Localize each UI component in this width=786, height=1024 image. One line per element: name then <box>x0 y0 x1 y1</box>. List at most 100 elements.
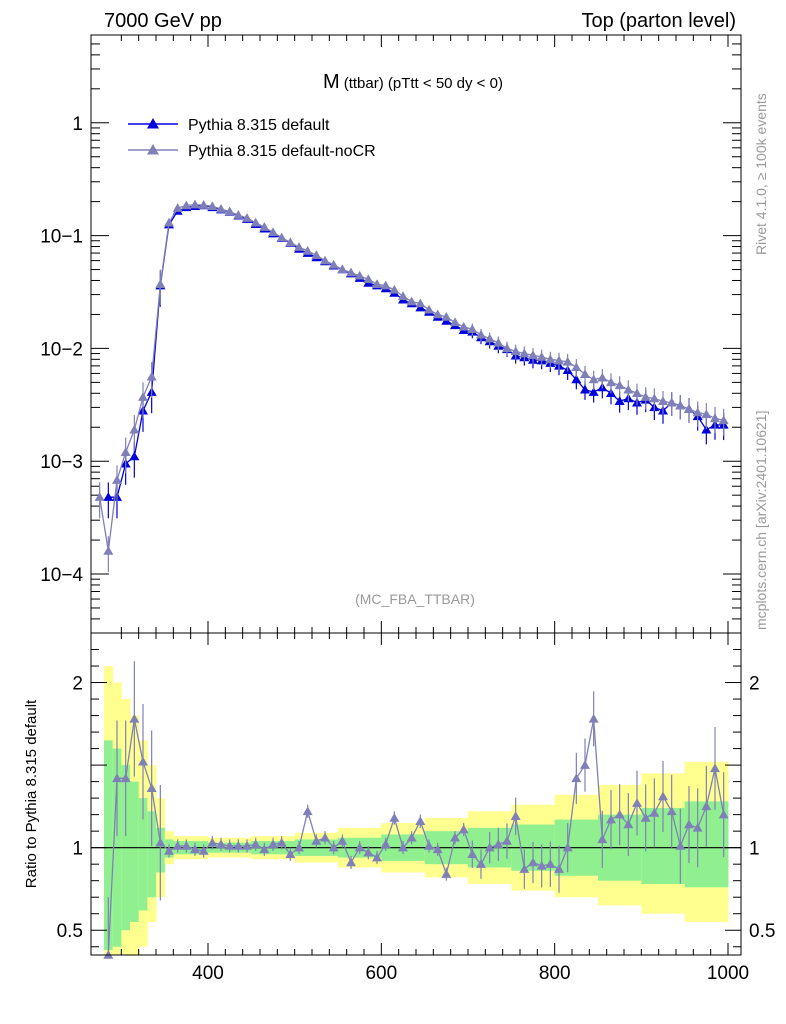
data-point <box>614 396 625 406</box>
data-point <box>484 333 495 343</box>
data-point <box>692 407 703 417</box>
green-band <box>138 798 148 911</box>
data-point <box>129 451 140 461</box>
data-point <box>415 298 426 308</box>
data-point <box>242 213 252 222</box>
data-point <box>562 356 573 366</box>
y-tick-label: 0.5 <box>57 921 83 942</box>
ratio-point <box>268 839 278 849</box>
ratio-panel: 400 600 800 1000 2 2 1 1 0.5 0.5 Ratio to Pythia … <box>23 632 775 984</box>
ratio-point <box>710 763 720 773</box>
ratio-ylabel: Ratio to Pythia 8.315 default <box>23 699 40 888</box>
data-point <box>294 242 304 251</box>
data-point <box>424 304 434 314</box>
green-band <box>130 781 140 922</box>
ratio-series-0 <box>103 661 729 959</box>
data-point <box>103 492 114 501</box>
ratio-point <box>424 841 434 850</box>
y-tick-label-right: 0.5 <box>749 921 775 942</box>
ratio-point <box>398 842 408 852</box>
ratio-point <box>190 844 200 854</box>
legend: Pythia 8.315 default Pythia 8.315 default… <box>128 117 376 160</box>
data-point <box>207 201 218 211</box>
data-point <box>666 397 677 407</box>
data-point <box>710 413 720 423</box>
ratio-series <box>103 661 729 959</box>
ratio-point <box>493 839 504 849</box>
ratio-point <box>588 713 599 723</box>
header-right: Top (parton level) <box>581 10 736 32</box>
data-point <box>346 267 356 277</box>
main-axes: 1 10−1 10−2 10−3 10−4 <box>40 34 741 634</box>
ratio-point <box>692 822 703 832</box>
data-point <box>103 545 114 555</box>
data-point <box>354 270 365 280</box>
data-point <box>476 329 486 339</box>
ratio-point <box>441 869 452 878</box>
ratio-point <box>510 811 521 821</box>
ratio-point <box>580 760 590 769</box>
ratio-point <box>484 842 495 852</box>
data-point <box>363 274 374 284</box>
data-point <box>233 210 244 219</box>
legend-marker <box>147 144 159 155</box>
ratio-point <box>155 837 166 847</box>
data-point <box>311 250 322 259</box>
ratio-point <box>701 801 712 811</box>
main-title: M (ttbar) (pTtt < 50 dy < 0) <box>323 71 503 93</box>
series-line <box>99 204 724 552</box>
ratio-point <box>337 836 348 845</box>
ratio-point <box>450 832 460 842</box>
ratio-point <box>718 809 729 819</box>
ratio-point <box>502 836 512 845</box>
ratio-point <box>389 812 400 822</box>
data-point <box>259 222 270 231</box>
ratio-point <box>372 852 382 862</box>
ratio-point <box>250 839 261 849</box>
ratio-point <box>216 839 226 849</box>
main-title-sub: (ttbar) (pTtt < 50 dy < 0) <box>344 75 503 92</box>
data-point <box>640 392 651 401</box>
data-point <box>510 346 521 356</box>
green-band <box>147 811 157 898</box>
data-point <box>372 279 382 289</box>
y-tick-label: 10−1 <box>40 227 83 248</box>
y-tick-label: 2 <box>72 674 83 695</box>
ratio-point <box>554 864 564 873</box>
data-point <box>536 351 547 361</box>
ratio-point <box>242 841 252 850</box>
data-point <box>675 400 686 410</box>
data-point <box>632 388 642 398</box>
ratio-point <box>597 834 608 844</box>
data-point <box>588 387 599 396</box>
ratio-point <box>467 849 478 859</box>
ratio-frame <box>90 632 742 956</box>
data-point <box>450 317 460 327</box>
ratio-point <box>138 756 148 766</box>
ratio-point <box>571 773 582 783</box>
data-point <box>623 384 634 394</box>
data-point <box>658 396 668 406</box>
x-tick-label: 1000 <box>707 963 749 984</box>
ratio-point <box>207 837 218 847</box>
ratio-point <box>666 806 677 816</box>
data-point <box>276 232 287 242</box>
data-point <box>224 206 235 216</box>
ratio-point <box>354 842 365 852</box>
data-point <box>441 311 452 321</box>
data-point <box>138 392 148 401</box>
rivet-label: Rivet 4.1.0, ≥ 100k events <box>753 93 769 255</box>
ratio-point <box>320 832 330 842</box>
analysis-label: (MC_FBA_TTBAR) <box>355 591 475 607</box>
ratio-point <box>536 860 547 870</box>
ratio-point <box>112 773 122 783</box>
ratio-point <box>684 819 694 829</box>
data-point <box>146 371 157 381</box>
series-line <box>108 204 724 498</box>
ratio-point <box>276 837 287 847</box>
data-point <box>571 374 582 384</box>
data-point <box>606 377 616 387</box>
data-point <box>718 415 729 425</box>
data-point <box>328 259 339 269</box>
x-tick-label: 400 <box>192 963 224 984</box>
